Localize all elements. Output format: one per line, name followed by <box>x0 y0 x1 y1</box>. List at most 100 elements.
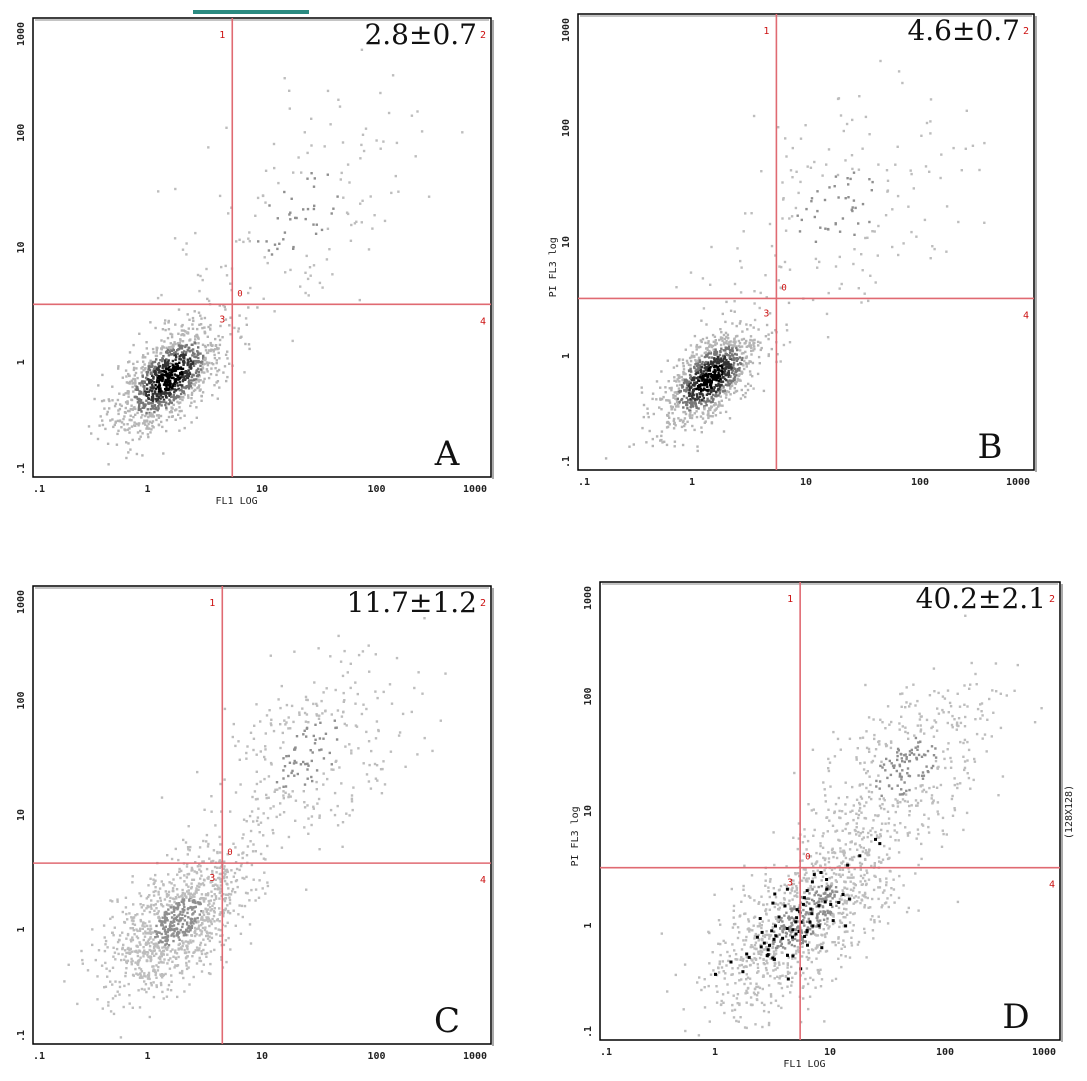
event-point <box>130 940 133 943</box>
event-point <box>166 854 169 857</box>
event-point <box>174 847 177 851</box>
event-point <box>255 753 258 756</box>
event-point <box>204 943 207 946</box>
event-point <box>693 376 696 380</box>
event-point <box>161 905 165 908</box>
event-point <box>380 792 384 795</box>
event-point <box>767 1021 771 1025</box>
event-point <box>178 406 181 409</box>
event-point <box>736 348 739 351</box>
event-point <box>812 865 815 868</box>
event-point <box>731 943 734 946</box>
event-point <box>701 389 704 392</box>
event-point <box>128 427 131 430</box>
event-point <box>681 421 685 424</box>
event-point <box>169 906 173 909</box>
event-point <box>719 942 722 946</box>
event-point <box>133 923 137 926</box>
event-point <box>190 397 193 400</box>
event-point <box>187 396 190 399</box>
event-point <box>275 815 278 819</box>
event-point <box>689 381 692 384</box>
event-point <box>153 372 157 376</box>
event-point <box>185 951 188 954</box>
event-point <box>287 754 290 758</box>
event-point <box>732 361 736 365</box>
event-point <box>673 422 676 425</box>
event-point <box>234 791 238 794</box>
event-point <box>151 384 154 388</box>
event-point <box>740 372 743 375</box>
event-point <box>357 747 360 750</box>
event-point <box>672 417 676 421</box>
event-point <box>873 919 876 922</box>
event-point <box>181 944 184 948</box>
event-point <box>214 927 217 930</box>
event-point <box>196 273 200 277</box>
event-point <box>721 363 725 367</box>
event-point <box>135 972 138 975</box>
event-point <box>824 227 827 230</box>
event-point <box>780 938 783 942</box>
event-point <box>381 767 384 771</box>
event-point <box>929 132 932 135</box>
event-point <box>219 880 222 884</box>
event-point <box>833 921 836 924</box>
event-point <box>336 824 340 827</box>
event-point <box>223 865 226 868</box>
event-point <box>879 879 882 883</box>
event-point <box>790 980 794 984</box>
event-point <box>793 905 796 908</box>
event-point <box>857 287 860 290</box>
apoptosis-value-label: 4.6±0.7 <box>907 14 1020 47</box>
event-point <box>886 922 890 925</box>
event-point <box>695 345 698 348</box>
event-point <box>689 406 692 409</box>
event-point <box>173 341 176 344</box>
event-point <box>861 830 865 834</box>
event-point <box>154 406 158 409</box>
event-point <box>148 894 151 897</box>
event-point <box>758 922 761 925</box>
event-point <box>834 265 838 268</box>
event-point <box>731 358 734 361</box>
event-point <box>137 424 140 427</box>
event-point <box>863 931 867 934</box>
event-point <box>125 456 128 460</box>
event-point <box>416 753 419 756</box>
event-point <box>348 181 351 184</box>
event-point <box>158 369 161 372</box>
event-point <box>213 907 216 910</box>
event-point <box>298 713 301 716</box>
event-point <box>855 900 859 903</box>
event-point <box>754 957 758 961</box>
event-point <box>805 848 808 851</box>
event-point <box>840 921 844 925</box>
event-point <box>722 385 725 388</box>
event-point <box>124 896 128 899</box>
event-point <box>790 215 794 218</box>
event-point <box>185 865 189 868</box>
event-point <box>746 991 749 994</box>
event-point <box>180 372 184 375</box>
event-point <box>774 949 778 952</box>
event-point <box>886 179 890 182</box>
event-point <box>818 926 821 930</box>
event-point <box>732 904 736 908</box>
event-point <box>789 934 792 937</box>
event-point <box>147 932 150 935</box>
event-point <box>140 970 144 973</box>
event-point <box>784 229 788 232</box>
event-point <box>374 737 378 740</box>
event-point <box>781 951 784 954</box>
event-point <box>790 921 793 925</box>
event-point <box>134 967 137 971</box>
event-point <box>181 925 184 929</box>
event-point <box>896 805 900 808</box>
event-point <box>929 120 932 123</box>
event-point <box>168 391 172 394</box>
event-point <box>201 926 205 930</box>
event-point <box>211 394 214 397</box>
event-point <box>235 867 239 871</box>
event-point <box>698 976 701 979</box>
